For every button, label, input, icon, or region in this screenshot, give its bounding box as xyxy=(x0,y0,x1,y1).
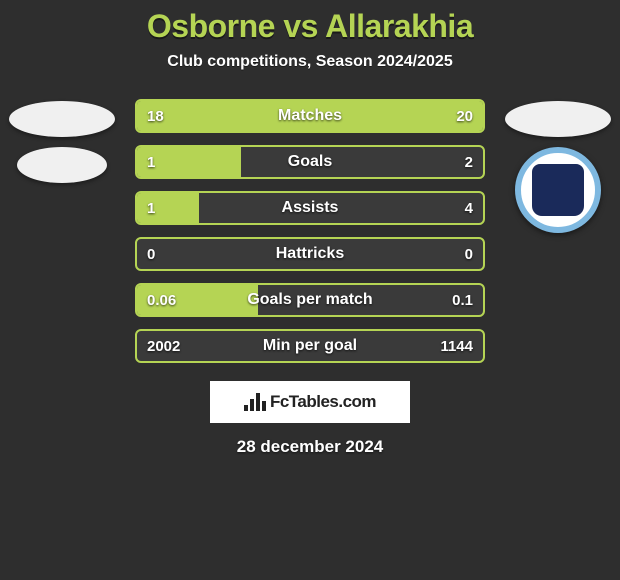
stat-label: Goals per match xyxy=(137,285,483,315)
club-logo-left xyxy=(17,147,107,183)
club-logo-right xyxy=(515,147,601,233)
stat-bar: 14Assists xyxy=(135,191,485,225)
brand-text: FcTables.com xyxy=(270,392,376,412)
stat-bar: 12Goals xyxy=(135,145,485,179)
stat-label: Assists xyxy=(137,193,483,223)
main-row: 1820Matches 12Goals 14Assists 00Hattricks 0.… xyxy=(0,99,620,363)
stat-bar: 20021144Min per goal xyxy=(135,329,485,363)
player-photo-left xyxy=(9,101,115,137)
stat-bar: 1820Matches xyxy=(135,99,485,133)
brand-bars-icon xyxy=(244,393,266,411)
player-photo-right xyxy=(505,101,611,137)
right-player-column xyxy=(503,99,613,233)
stats-column: 1820Matches 12Goals 14Assists 00Hattricks 0.… xyxy=(135,99,485,363)
left-player-column xyxy=(7,99,117,183)
stat-label: Goals xyxy=(137,147,483,177)
stat-label: Hattricks xyxy=(137,239,483,269)
subtitle: Club competitions, Season 2024/2025 xyxy=(0,53,620,71)
club-logo-right-inner xyxy=(532,164,584,216)
page-title: Osborne vs Allarakhia xyxy=(0,8,620,45)
root-container: Osborne vs Allarakhia Club competitions,… xyxy=(0,0,620,580)
stat-bar: 0.060.1Goals per match xyxy=(135,283,485,317)
brand-logo: FcTables.com xyxy=(210,381,410,423)
stat-bar: 00Hattricks xyxy=(135,237,485,271)
stat-label: Min per goal xyxy=(137,331,483,361)
stat-label: Matches xyxy=(137,101,483,131)
date-label: 28 december 2024 xyxy=(0,437,620,457)
